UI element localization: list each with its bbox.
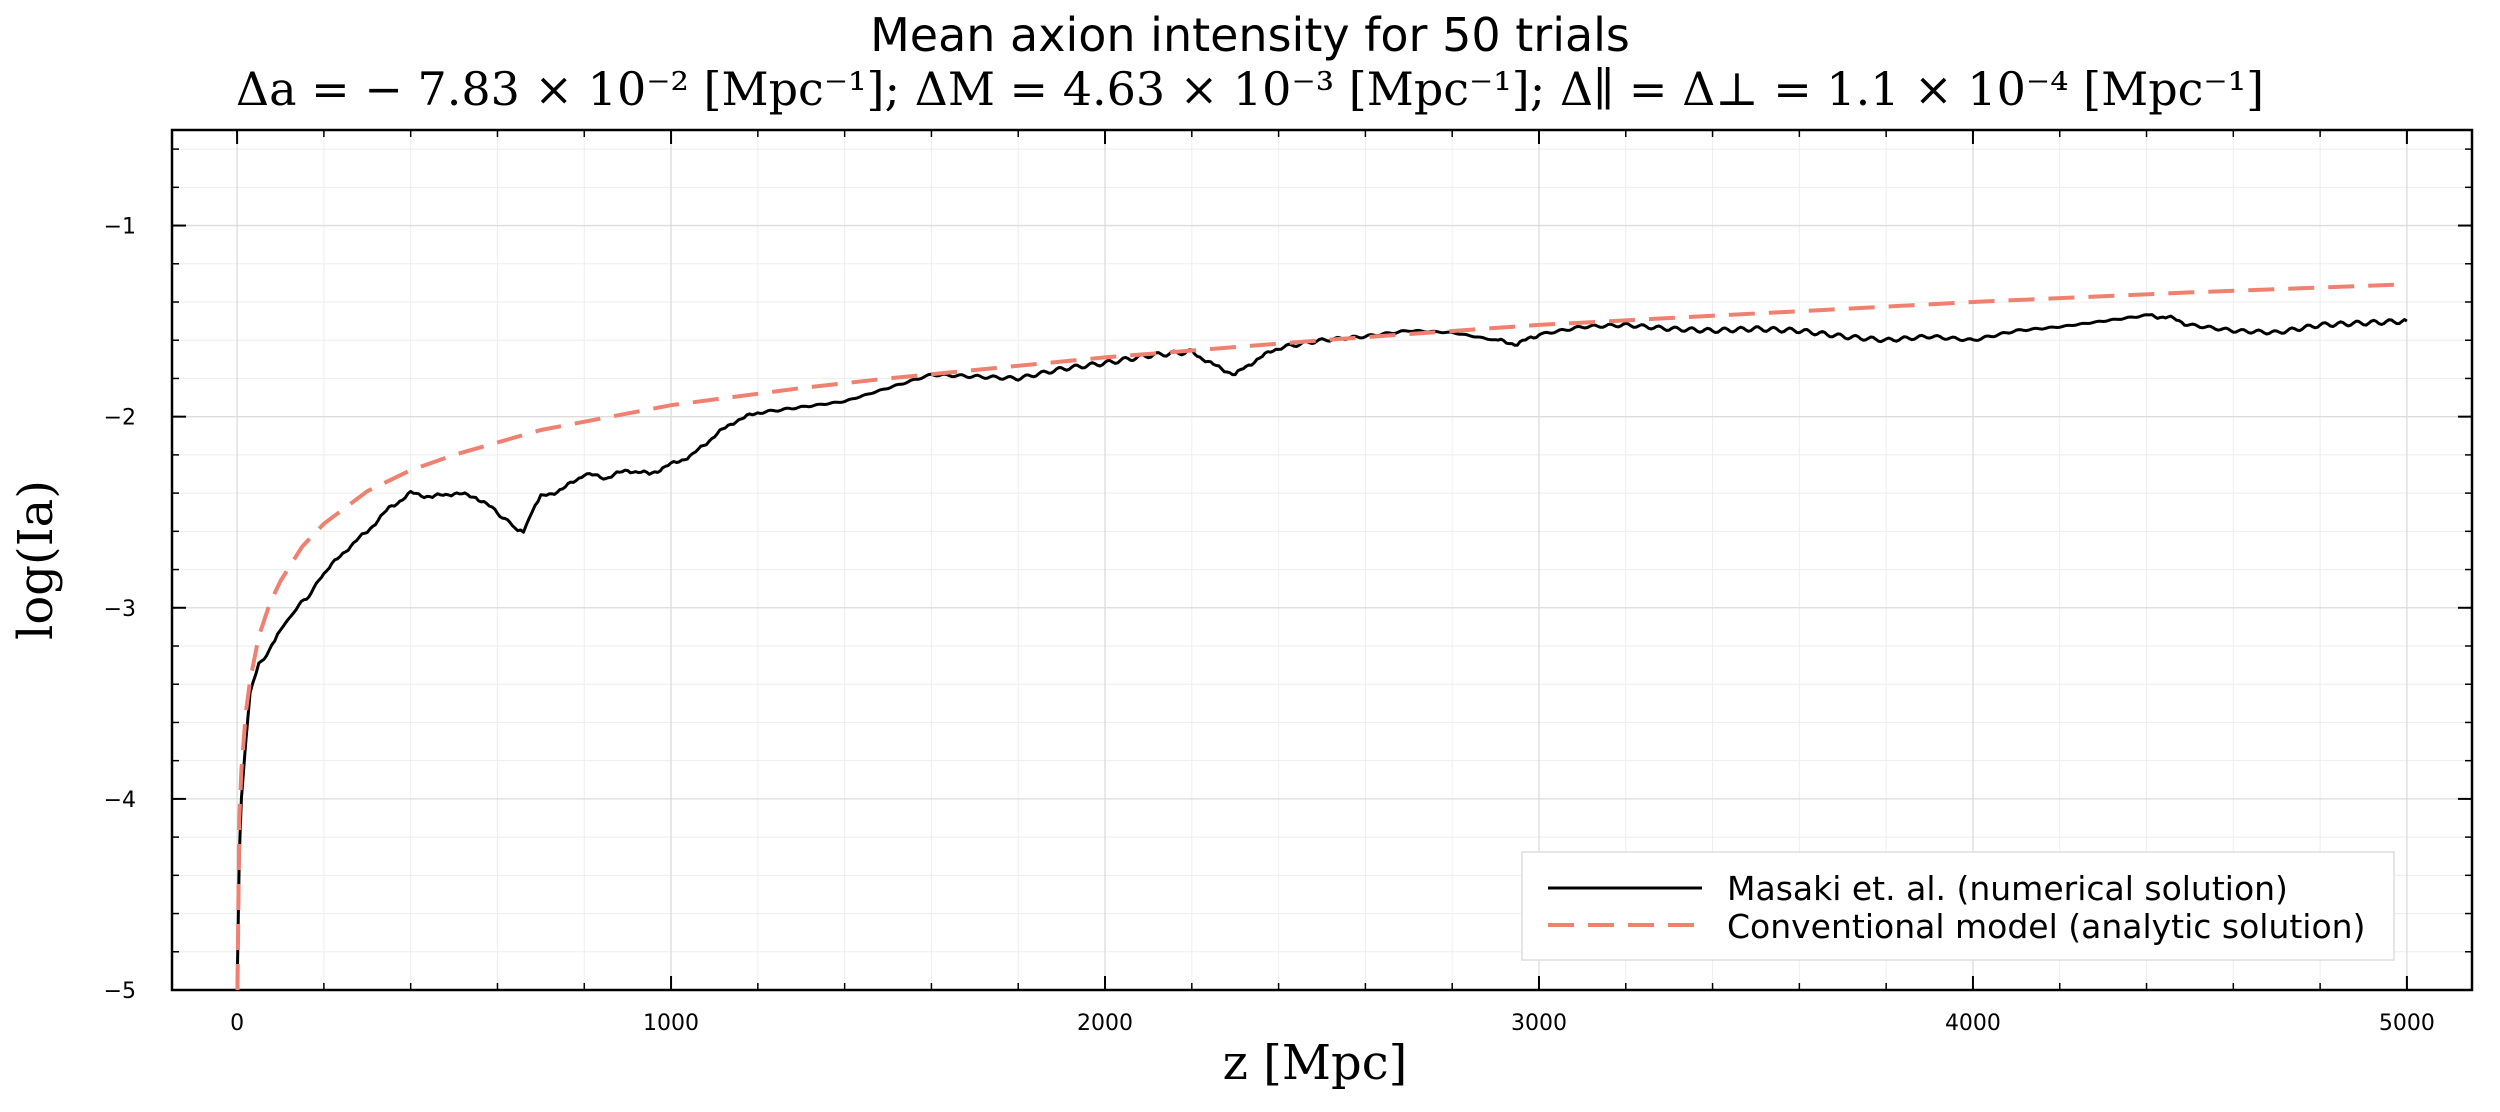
- chart-title: Mean axion intensity for 50 trials: [870, 8, 1630, 62]
- series-line-analytic: [235, 282, 2394, 991]
- y-tick-label: −4: [104, 788, 136, 813]
- x-tick-label: 5000: [2379, 1011, 2435, 1036]
- y-tick-label: −3: [104, 597, 136, 622]
- plot-frame: [170, 128, 2474, 992]
- y-tick-label: −5: [104, 979, 136, 1004]
- x-tick-label: 2000: [1077, 1011, 1133, 1036]
- legend-label-analytic: Conventional model (analytic solution): [1727, 907, 2365, 946]
- x-axis-label: z [Mpc]: [1222, 1035, 1408, 1091]
- x-tick-label: 1000: [643, 1011, 699, 1036]
- chart-subtitle: Δa = − 7.83 × 10⁻² [Mpc⁻¹]; ΔM = 4.63 × …: [235, 62, 2265, 116]
- legend-box: [1521, 851, 2395, 961]
- x-tick-label: 3000: [1511, 1011, 1567, 1036]
- x-tick-label: 0: [230, 1011, 244, 1036]
- x-tick-label: 4000: [1945, 1011, 2001, 1036]
- legend-label-numerical: Masaki et. al. (numerical solution): [1727, 869, 2288, 908]
- y-tick-label: −2: [104, 406, 136, 431]
- y-tick-label: −1: [104, 215, 136, 240]
